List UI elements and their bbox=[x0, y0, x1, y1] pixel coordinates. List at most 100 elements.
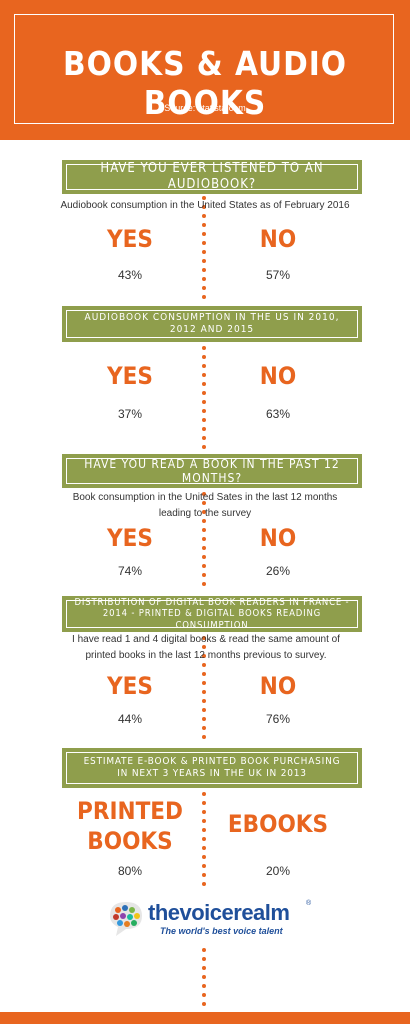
divider-dot bbox=[202, 984, 206, 988]
logo-tagline: The world's best voice talent bbox=[160, 926, 283, 936]
divider-dot bbox=[202, 645, 206, 649]
question-banner-1: HAVE YOU EVER LISTENED TO AN AUDIOBOOK? bbox=[62, 160, 362, 194]
divider-dot bbox=[202, 864, 206, 868]
header-banner: BOOKS & AUDIO BOOKS Source: statista.com bbox=[0, 0, 410, 140]
banner-text: AUDIOBOOK CONSUMPTION IN THE US IN 2010,… bbox=[84, 312, 340, 335]
yes-label: YES bbox=[107, 672, 153, 700]
no-value: 57% bbox=[265, 268, 291, 282]
divider-dot bbox=[202, 346, 206, 350]
divider-dot bbox=[202, 837, 206, 841]
section-description: Audiobook consumption in the United Stat… bbox=[60, 200, 350, 211]
divider-dot bbox=[202, 573, 206, 577]
question-banner-4: DISTRIBUTION OF DIGITAL BOOK READERS IN … bbox=[62, 596, 362, 632]
divider-dot bbox=[202, 726, 206, 730]
no-label: NO bbox=[259, 362, 297, 390]
divider-dot bbox=[202, 882, 206, 886]
banner-text: ESTIMATE E-BOOK & PRINTED BOOK PURCHASIN… bbox=[83, 756, 341, 779]
no-value: 76% bbox=[265, 712, 291, 726]
divider-dot bbox=[202, 364, 206, 368]
divider-dot bbox=[202, 214, 206, 218]
divider-dot bbox=[202, 975, 206, 979]
ebooks-value: 20% bbox=[265, 864, 291, 878]
divider-dot bbox=[202, 528, 206, 532]
divider-dot bbox=[202, 268, 206, 272]
question-banner-5: ESTIMATE E-BOOK & PRINTED BOOK PURCHASIN… bbox=[62, 748, 362, 788]
yes-label: YES bbox=[107, 524, 153, 552]
yes-label: YES bbox=[107, 362, 153, 390]
divider-dot bbox=[202, 241, 206, 245]
divider-dot bbox=[202, 501, 206, 505]
divider-dot bbox=[202, 519, 206, 523]
divider-dot bbox=[202, 966, 206, 970]
footer-bar bbox=[0, 1012, 410, 1024]
divider-dot bbox=[202, 295, 206, 299]
divider-dot bbox=[202, 223, 206, 227]
divider-dot bbox=[202, 846, 206, 850]
divider-dot bbox=[202, 663, 206, 667]
section-description: I have read 1 and 4 digital books & read… bbox=[72, 634, 340, 661]
divider-dot bbox=[202, 957, 206, 961]
yes-value: 74% bbox=[117, 564, 143, 578]
registered-mark: ® bbox=[306, 900, 312, 907]
divider-dot bbox=[202, 286, 206, 290]
banner-frame bbox=[66, 458, 358, 484]
divider-dot bbox=[202, 948, 206, 952]
divider-dot bbox=[202, 690, 206, 694]
header-frame bbox=[14, 14, 394, 124]
divider-dot bbox=[202, 492, 206, 496]
yes-value: 44% bbox=[117, 712, 143, 726]
banner-text: DISTRIBUTION OF DIGITAL BOOK READERS IN … bbox=[74, 596, 350, 631]
divider-dot bbox=[202, 792, 206, 796]
logo: thevoicerealm ® The world's best voice t… bbox=[106, 896, 316, 946]
divider-dot bbox=[202, 654, 206, 658]
divider-dot bbox=[202, 382, 206, 386]
divider-dot bbox=[202, 555, 206, 559]
divider-dot bbox=[202, 564, 206, 568]
divider-dot bbox=[202, 250, 206, 254]
no-value: 63% bbox=[265, 407, 291, 421]
divider-dot bbox=[202, 259, 206, 263]
divider-dot bbox=[202, 717, 206, 721]
divider-dot bbox=[202, 196, 206, 200]
question-banner-2: AUDIOBOOK CONSUMPTION IN THE US IN 2010,… bbox=[62, 306, 362, 342]
divider-dot bbox=[202, 672, 206, 676]
banner-frame bbox=[66, 600, 358, 628]
question-banner-3: HAVE YOU READ A BOOK IN THE PAST 12 MONT… bbox=[62, 454, 362, 488]
divider-dot bbox=[202, 418, 206, 422]
printed-books-label: PRINTED BOOKS bbox=[77, 797, 183, 855]
yes-value: 43% bbox=[117, 268, 143, 282]
divider-dot bbox=[202, 708, 206, 712]
no-value: 26% bbox=[265, 564, 291, 578]
divider-dot bbox=[202, 636, 206, 640]
divider-dot bbox=[202, 873, 206, 877]
divider-dot bbox=[202, 699, 206, 703]
divider-dot bbox=[202, 277, 206, 281]
divider-dot bbox=[202, 828, 206, 832]
divider-dot bbox=[202, 355, 206, 359]
divider-dot bbox=[202, 400, 206, 404]
divider-dot bbox=[202, 445, 206, 449]
divider-dot bbox=[202, 409, 206, 413]
printed-books-value: 80% bbox=[117, 864, 143, 878]
divider-dot bbox=[202, 373, 206, 377]
divider-dot bbox=[202, 855, 206, 859]
speech-bubble-logo-icon bbox=[110, 902, 142, 936]
no-label: NO bbox=[259, 225, 297, 253]
divider-dot bbox=[202, 993, 206, 997]
divider-dot bbox=[202, 391, 206, 395]
divider-dot bbox=[202, 427, 206, 431]
divider-dot bbox=[202, 810, 206, 814]
divider-dot bbox=[202, 546, 206, 550]
no-label: NO bbox=[259, 524, 297, 552]
divider-dot bbox=[202, 436, 206, 440]
divider-dot bbox=[202, 205, 206, 209]
page-title: BOOKS & AUDIO BOOKS bbox=[62, 44, 348, 122]
divider-dot bbox=[202, 537, 206, 541]
ebooks-label: EBOOKS bbox=[227, 810, 329, 838]
divider-dot bbox=[202, 232, 206, 236]
divider-dot bbox=[202, 510, 206, 514]
divider-dot bbox=[202, 1002, 206, 1006]
divider-dot bbox=[202, 681, 206, 685]
section-description: Book consumption in the United Sates in … bbox=[72, 492, 338, 519]
divider-dot bbox=[202, 735, 206, 739]
